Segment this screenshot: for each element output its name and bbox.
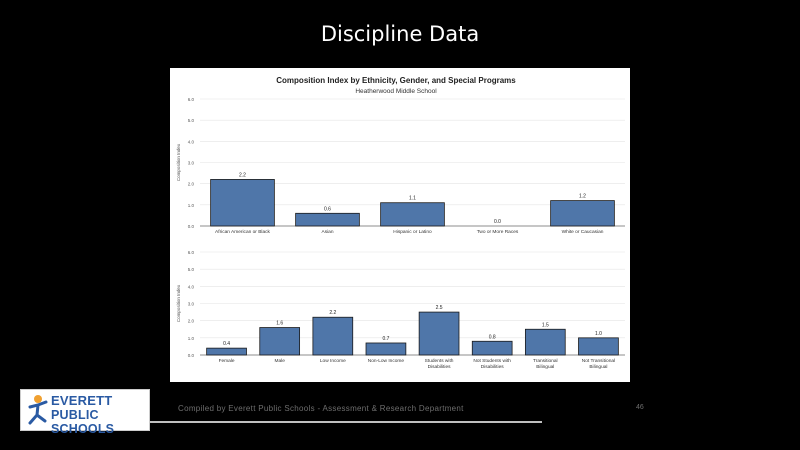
y-tick-label: 4.0 xyxy=(188,284,195,289)
y-tick-label: 1.0 xyxy=(188,203,195,208)
bar-5 xyxy=(418,311,460,356)
x-category-label: Disabilities xyxy=(481,364,505,370)
y-tick-label: 3.0 xyxy=(188,161,195,166)
chart-subtitle: Heatherwood Middle School xyxy=(355,88,437,95)
footer-divider xyxy=(150,421,542,423)
bar-6 xyxy=(471,340,513,356)
x-category-label: Students with xyxy=(425,358,454,364)
chart-bottom-gender-programs: 0.0 1.0 2.0 3.0 4.0 5.0 6.0 Composition Index 0.… xyxy=(176,250,625,370)
x-category-label: Not Students with xyxy=(473,358,511,364)
y-tick-label: 4.0 xyxy=(188,139,195,144)
bar-value-label: 1.1 xyxy=(409,196,416,202)
logo-line-1: EVERETT xyxy=(51,393,113,408)
y-tick-label: 6.0 xyxy=(188,250,195,255)
bar-value-label: 1.2 xyxy=(579,194,586,200)
x-category-label: White or Caucasian xyxy=(562,229,604,235)
y-tick-label: 5.0 xyxy=(188,267,195,272)
running-figure-icon xyxy=(28,395,48,425)
bar-8 xyxy=(578,337,619,356)
bar-value-label: 2.2 xyxy=(329,310,336,316)
x-category-label: Female xyxy=(219,358,235,364)
x-category-label: Asian xyxy=(322,229,334,235)
x-category-label: African American or Black xyxy=(215,229,271,235)
chart-panel: Composition Index by Ethnicity, Gender, … xyxy=(170,68,630,382)
x-category-label: Non-Low Income xyxy=(368,358,405,364)
bar-value-label: 0.7 xyxy=(382,336,389,342)
bar-value-label: 1.0 xyxy=(595,331,602,337)
bar-value-label: 0.0 xyxy=(494,219,501,225)
bar-value-label: 0.4 xyxy=(223,341,230,347)
y-tick-label: 3.0 xyxy=(188,302,195,307)
y-tick-label: 0.0 xyxy=(188,353,195,358)
everett-logo: EVERETT PUBLIC SCHOOLS xyxy=(20,389,150,436)
x-category-label: Two or More Races xyxy=(477,229,519,235)
bar-value-label: 2.2 xyxy=(239,172,246,178)
y-tick-label: 1.0 xyxy=(188,336,195,341)
y-tick-label: 2.0 xyxy=(188,319,195,324)
bar-1 xyxy=(210,179,275,227)
y-axis-label: Composition Index xyxy=(176,284,181,322)
x-category-label: Male xyxy=(274,358,285,364)
x-category-label: Hispanic or Latino xyxy=(393,229,432,235)
bar-2 xyxy=(295,212,360,227)
y-tick-label: 6.0 xyxy=(188,97,195,102)
x-category-label: Bilingual xyxy=(589,364,607,370)
bar-value-label: 0.8 xyxy=(489,334,496,340)
bar-value-label: 2.5 xyxy=(436,305,443,311)
bar-value-label: 1.6 xyxy=(276,321,283,327)
footer-credit: Compiled by Everett Public Schools - Ass… xyxy=(178,404,464,413)
bar-7 xyxy=(524,328,566,356)
y-axis-label: Composition Index xyxy=(176,143,181,181)
chart-title: Composition Index by Ethnicity, Gender, … xyxy=(276,76,516,85)
page-number: 46 xyxy=(636,404,644,411)
bar-4 xyxy=(365,342,407,356)
y-tick-label: 2.0 xyxy=(188,182,195,187)
bar-3 xyxy=(312,316,354,356)
bar-value-label: 0.6 xyxy=(324,206,331,212)
x-category-label: Not Transitional xyxy=(582,358,615,364)
bar-2 xyxy=(259,327,301,356)
logo-line-2: PUBLIC SCHOOLS xyxy=(51,408,115,436)
bar-3 xyxy=(380,202,445,227)
chart-top-ethnicity: 0.0 1.0 2.0 3.0 4.0 5.0 6.0 Composition Index 2.… xyxy=(176,97,625,235)
x-category-label: Low Income xyxy=(320,358,346,364)
bar-value-label: 1.5 xyxy=(542,322,549,328)
y-tick-label: 0.0 xyxy=(188,224,195,229)
x-category-label: Disabilities xyxy=(428,364,452,370)
slide-title: Discipline Data xyxy=(320,22,480,46)
y-tick-label: 5.0 xyxy=(188,118,195,123)
bar-1 xyxy=(206,347,247,356)
composition-index-charts: Composition Index by Ethnicity, Gender, … xyxy=(176,76,625,370)
x-category-label: Bilingual xyxy=(536,364,554,370)
bar-5 xyxy=(550,200,615,227)
x-category-label: Transitional xyxy=(533,358,558,364)
